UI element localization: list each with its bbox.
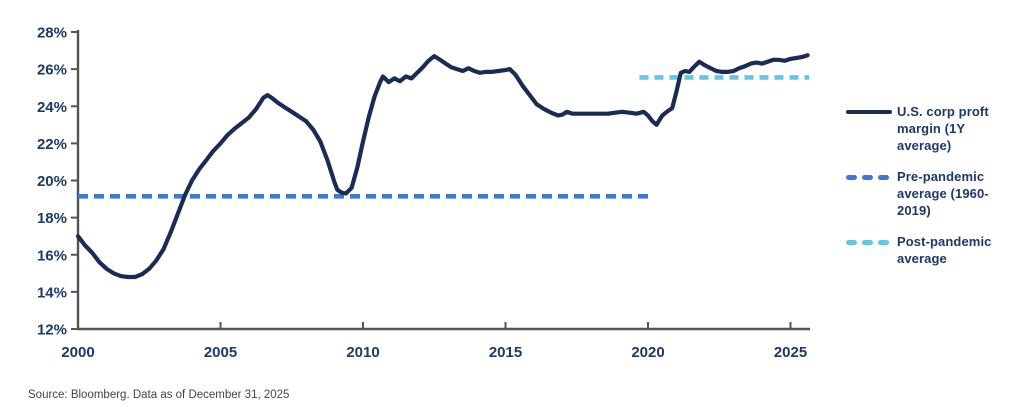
x-tick-label: 2015 bbox=[489, 344, 522, 361]
dashed-line-swatch-cyan bbox=[846, 240, 892, 245]
legend-label: U.S. corp proft margin (1Y average) bbox=[897, 104, 989, 153]
dashed-line-swatch-blue bbox=[846, 175, 892, 180]
y-tick-label: 20% bbox=[37, 173, 67, 190]
y-tick-label: 18% bbox=[37, 210, 67, 227]
legend-item-post-pandemic: Post-pandemic average bbox=[846, 233, 1024, 267]
solid-line-swatch bbox=[846, 110, 892, 114]
y-tick-label: 26% bbox=[37, 62, 67, 79]
x-tick-label: 2005 bbox=[204, 344, 237, 361]
legend-label: Pre-pandemic average (1960-2019) bbox=[897, 169, 989, 218]
x-tick-label: 2020 bbox=[631, 344, 664, 361]
legend-label: Post-pandemic average bbox=[897, 234, 992, 266]
legend-item-corp-profit: U.S. corp proft margin (1Y average) bbox=[846, 103, 1024, 154]
y-tick-label: 14% bbox=[37, 284, 67, 301]
chart-legend: U.S. corp proft margin (1Y average) Pre-… bbox=[846, 103, 1024, 267]
x-tick-label: 2025 bbox=[774, 344, 807, 361]
source-note: Source: Bloomberg. Data as of December 3… bbox=[28, 389, 290, 401]
x-tick-label: 2010 bbox=[346, 344, 379, 361]
y-tick-label: 24% bbox=[37, 99, 67, 116]
x-tick-label: 2000 bbox=[61, 344, 94, 361]
corp-profit-margin-line bbox=[75, 53, 810, 280]
y-tick-label: 12% bbox=[37, 322, 67, 339]
y-tick-label: 22% bbox=[37, 136, 67, 153]
y-tick-label: 16% bbox=[37, 247, 67, 264]
legend-item-pre-pandemic: Pre-pandemic average (1960-2019) bbox=[846, 168, 1024, 219]
y-tick-label: 28% bbox=[37, 25, 67, 42]
